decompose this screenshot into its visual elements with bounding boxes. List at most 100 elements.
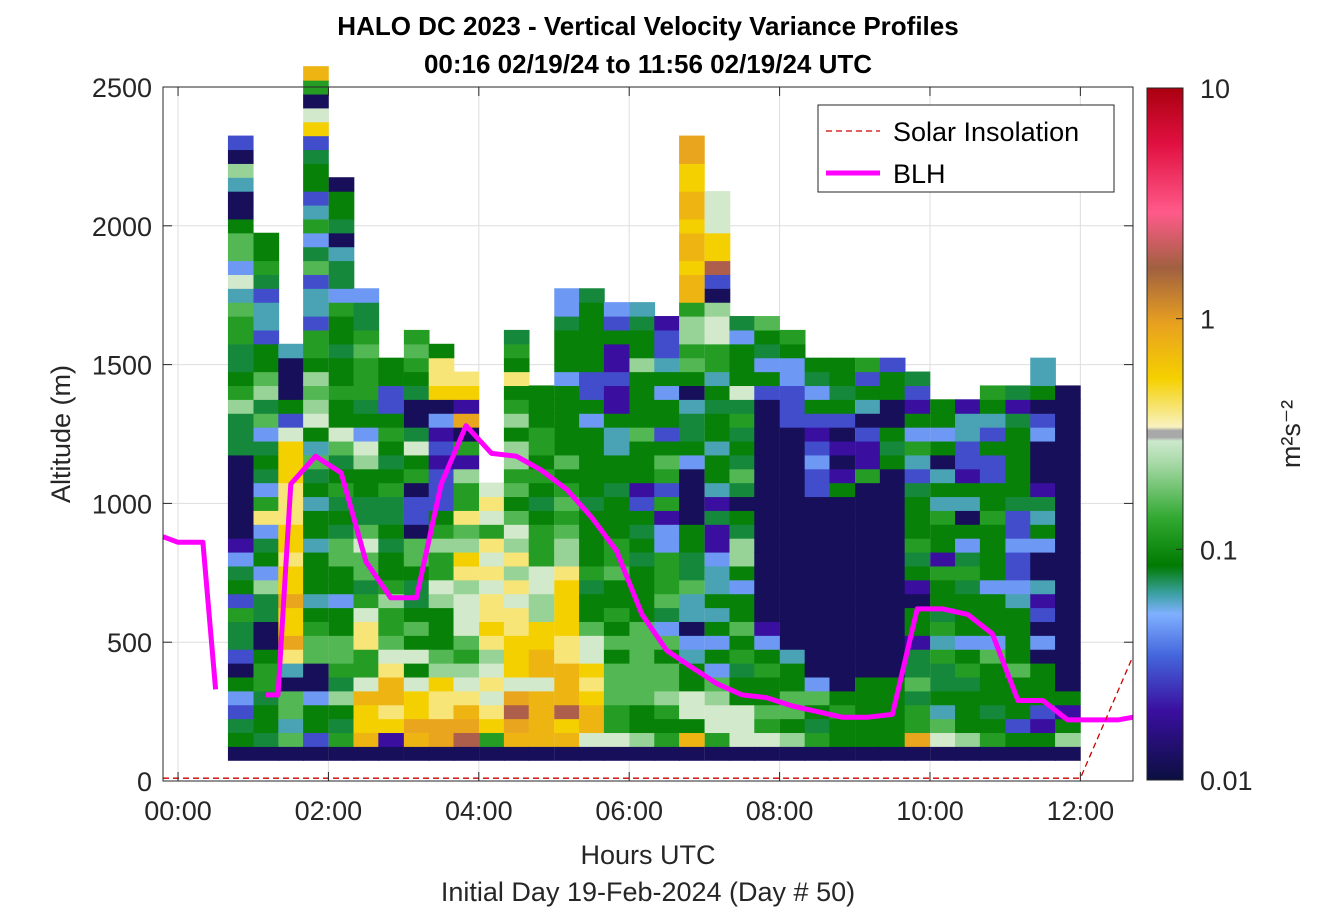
heatmap-cell xyxy=(1005,565,1032,581)
heatmap-cell xyxy=(754,454,780,470)
heatmap-cell xyxy=(227,274,254,289)
heatmap-cell xyxy=(829,690,856,706)
heatmap-cell xyxy=(403,538,430,553)
heatmap-cell xyxy=(353,704,380,720)
heatmap-cell xyxy=(629,413,656,428)
heatmap-cell xyxy=(579,746,605,761)
heatmap-cell xyxy=(704,371,731,387)
heatmap-cell xyxy=(1030,482,1056,498)
heatmap-cell xyxy=(328,288,355,303)
heatmap-cell xyxy=(603,704,630,720)
heatmap-cell xyxy=(729,399,756,414)
heatmap-cell xyxy=(829,579,856,595)
heatmap-cell xyxy=(654,385,680,400)
heatmap-cell xyxy=(303,246,329,262)
heatmap-cell xyxy=(378,649,404,664)
heatmap-cell xyxy=(303,343,329,359)
heatmap-cell xyxy=(1055,649,1081,664)
heatmap-cell xyxy=(554,510,580,525)
heatmap-cell xyxy=(979,385,1006,400)
heatmap-cell xyxy=(679,690,705,706)
heatmap-cell xyxy=(378,704,404,720)
heatmap-cell xyxy=(303,649,329,664)
heatmap-cell xyxy=(328,218,355,234)
heatmap-cell xyxy=(804,621,831,636)
heatmap-cell xyxy=(403,371,430,387)
heatmap-cell xyxy=(930,621,956,636)
heatmap-cell xyxy=(804,663,831,678)
heatmap-cell xyxy=(955,676,981,692)
heatmap-cell xyxy=(453,565,480,581)
heatmap-cell xyxy=(227,343,254,359)
heatmap-cell xyxy=(378,510,404,525)
heatmap-cell xyxy=(403,676,430,692)
y-tick-label: 1500 xyxy=(92,351,152,381)
heatmap-cell xyxy=(979,579,1006,595)
heatmap-cell xyxy=(303,538,329,553)
heatmap-cell xyxy=(579,649,605,664)
heatmap-cell xyxy=(603,718,630,734)
heatmap-cell xyxy=(829,538,856,553)
heatmap-cell xyxy=(353,718,380,734)
heatmap-cell xyxy=(679,260,705,275)
heatmap-cell xyxy=(303,274,329,289)
heatmap-cell xyxy=(804,607,831,622)
heatmap-cell xyxy=(428,607,455,622)
heatmap-cell xyxy=(779,746,806,761)
heatmap-cell xyxy=(754,468,780,484)
heatmap-cell xyxy=(679,482,705,498)
heatmap-cell xyxy=(654,676,680,692)
heatmap-cell xyxy=(227,496,254,511)
heatmap-cell xyxy=(1005,579,1032,595)
heatmap-cell xyxy=(779,732,806,747)
heatmap-cell xyxy=(603,663,630,678)
heatmap-cell xyxy=(679,191,705,206)
heatmap-cell xyxy=(879,579,906,595)
heatmap-cell xyxy=(729,746,756,761)
heatmap-cell xyxy=(1030,635,1056,650)
heatmap-cell xyxy=(403,510,430,525)
heatmap-cell xyxy=(704,316,731,331)
y-tick-label: 1000 xyxy=(92,489,152,519)
heatmap-cell xyxy=(579,482,605,498)
heatmap-cell xyxy=(253,454,280,470)
heatmap-cell xyxy=(829,718,856,734)
heatmap-cell xyxy=(679,316,705,331)
heatmap-cell xyxy=(479,676,505,692)
legend: Solar Insolation BLH xyxy=(817,104,1115,193)
heatmap-cell xyxy=(829,635,856,650)
heatmap-cell xyxy=(503,329,530,345)
heatmap-cell xyxy=(1030,413,1056,428)
heatmap-cell xyxy=(654,538,680,553)
heatmap-cell xyxy=(554,440,580,456)
heatmap-cell xyxy=(1030,385,1056,400)
heatmap-cell xyxy=(603,385,630,400)
heatmap-cell xyxy=(754,621,780,636)
heatmap-cell xyxy=(679,607,705,622)
blh-line xyxy=(266,423,1134,723)
heatmap-cell xyxy=(328,593,355,609)
heatmap-cell xyxy=(227,704,254,720)
heatmap-cell xyxy=(829,607,856,622)
heatmap-cell xyxy=(829,468,856,484)
heatmap-cell xyxy=(503,357,530,373)
heatmap-cell xyxy=(855,510,881,525)
heatmap-cell xyxy=(579,302,605,317)
heatmap-cell xyxy=(729,635,756,650)
heatmap-cell xyxy=(704,385,731,400)
heatmap-cell xyxy=(930,496,956,511)
heatmap-cell xyxy=(227,468,254,484)
heatmap-cell xyxy=(253,746,280,761)
heatmap-cell xyxy=(253,343,280,359)
heatmap-cell xyxy=(428,732,455,747)
heatmap-cell xyxy=(227,385,254,400)
heatmap-cell xyxy=(654,371,680,387)
heatmap-cell xyxy=(930,482,956,498)
heatmap-cell xyxy=(227,649,254,664)
heatmap-cell xyxy=(955,704,981,720)
heatmap-cell xyxy=(779,510,806,525)
heatmap-cell xyxy=(428,524,455,539)
heatmap-cell xyxy=(503,524,530,539)
heatmap-cell xyxy=(303,399,329,414)
heatmap-cell xyxy=(528,427,555,442)
